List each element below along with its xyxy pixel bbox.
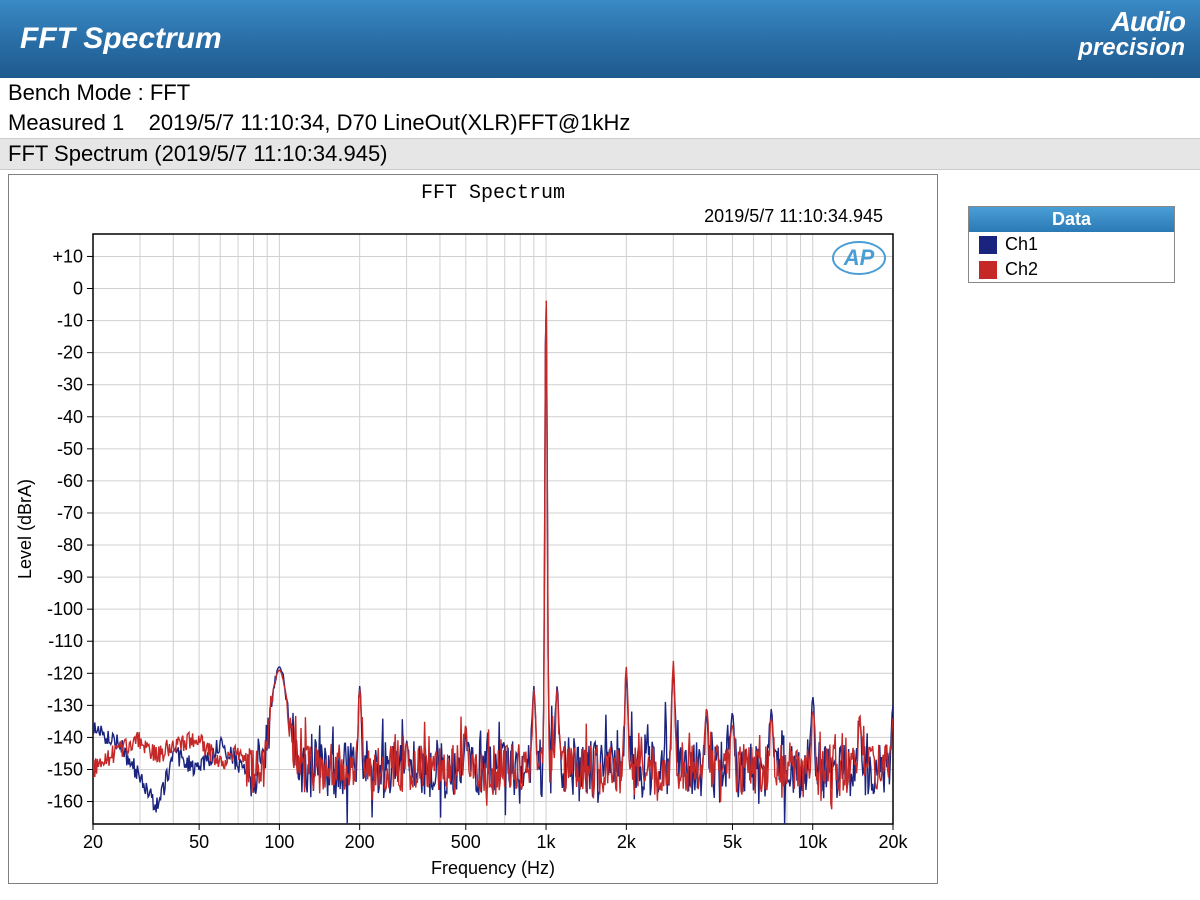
svg-text:20k: 20k <box>878 832 908 852</box>
svg-text:1k: 1k <box>537 832 557 852</box>
app-header: FFT Spectrum Audio precision <box>0 0 1200 78</box>
brand-logo: Audio precision <box>1078 8 1185 60</box>
svg-text:-50: -50 <box>57 439 83 459</box>
legend-item: Ch1 <box>969 232 1174 257</box>
svg-text:500: 500 <box>451 832 481 852</box>
svg-text:-160: -160 <box>47 792 83 812</box>
svg-text:2k: 2k <box>617 832 637 852</box>
svg-text:-70: -70 <box>57 503 83 523</box>
svg-text:100: 100 <box>264 832 294 852</box>
brand-logo-line1: Audio <box>1078 8 1185 36</box>
svg-text:-30: -30 <box>57 375 83 395</box>
chart-container: FFT Spectrum 2019/5/7 11:10:34.945 20 50 100… <box>8 174 1192 884</box>
svg-text:5k: 5k <box>723 832 743 852</box>
svg-text:-150: -150 <box>47 759 83 779</box>
header-title: FFT Spectrum <box>0 22 222 56</box>
svg-text:-80: -80 <box>57 535 83 555</box>
measurement-label: Measured 1 2019/5/7 11:10:34, D70 LineOu… <box>0 108 1200 138</box>
svg-text:-130: -130 <box>47 695 83 715</box>
legend-box: Data Ch1 Ch2 <box>968 206 1175 283</box>
ap-watermark: AP <box>843 245 875 270</box>
svg-text:-140: -140 <box>47 727 83 747</box>
svg-text:+10: +10 <box>52 246 83 266</box>
svg-text:10k: 10k <box>798 832 828 852</box>
legend-item: Ch2 <box>969 257 1174 282</box>
chart-sub-header: FFT Spectrum (2019/5/7 11:10:34.945) <box>0 138 1200 170</box>
svg-text:200: 200 <box>345 832 375 852</box>
brand-logo-line2: precision <box>1078 36 1185 60</box>
svg-text:0: 0 <box>73 279 83 299</box>
svg-text:-90: -90 <box>57 567 83 587</box>
svg-text:-110: -110 <box>48 631 83 651</box>
bench-mode-label: Bench Mode : FFT <box>0 78 1200 108</box>
svg-text:Frequency (Hz): Frequency (Hz) <box>431 858 555 878</box>
legend-label: Ch1 <box>1005 234 1038 255</box>
svg-text:-40: -40 <box>57 407 83 427</box>
svg-text:Level (dBrA): Level (dBrA) <box>15 479 35 579</box>
svg-text:20: 20 <box>83 832 103 852</box>
svg-text:2019/5/7 11:10:34.945: 2019/5/7 11:10:34.945 <box>704 206 883 226</box>
svg-text:-10: -10 <box>57 311 83 331</box>
svg-text:50: 50 <box>189 832 209 852</box>
legend-title: Data <box>969 207 1174 232</box>
legend-swatch <box>979 261 997 279</box>
svg-text:FFT Spectrum: FFT Spectrum <box>421 182 565 205</box>
legend-label: Ch2 <box>1005 259 1038 280</box>
svg-text:-20: -20 <box>57 343 83 363</box>
svg-text:-100: -100 <box>47 599 83 619</box>
fft-spectrum-chart: FFT Spectrum 2019/5/7 11:10:34.945 20 50 100… <box>8 174 938 884</box>
legend-swatch <box>979 236 997 254</box>
svg-text:-60: -60 <box>57 471 83 491</box>
svg-text:-120: -120 <box>47 663 83 683</box>
